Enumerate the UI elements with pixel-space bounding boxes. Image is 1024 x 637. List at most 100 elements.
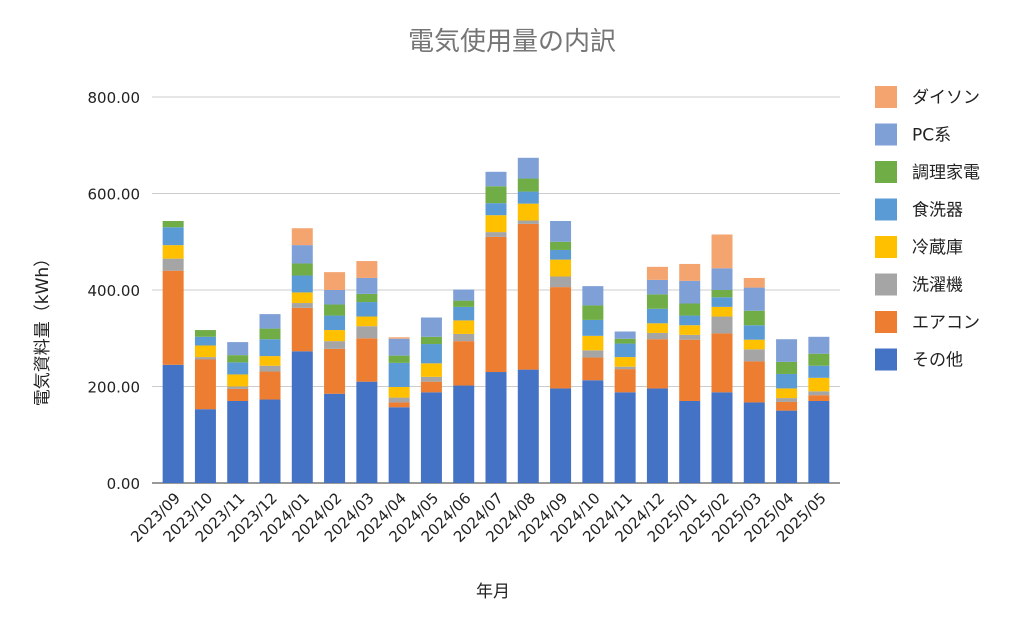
bar-segment [420,336,442,345]
bar-segment [420,392,442,483]
bar-segment [711,306,733,317]
legend-label: 洗濯機 [912,276,963,296]
bar-segment [646,279,668,295]
bar-segment [679,400,701,483]
bar-segment [388,338,410,356]
bar-segment [743,402,765,483]
bar-segment [646,388,668,483]
bar-segment [259,399,281,483]
y-tick-label: 400.00 [88,282,141,300]
bar-segment [388,402,410,408]
bar-segment [614,331,636,339]
bar-segment [388,337,410,339]
bar-segment [517,223,539,370]
bar-segment [324,272,346,290]
legend-swatch [875,311,897,333]
bar-segment [646,308,668,324]
bar-segment [776,361,798,374]
bar-segment [194,357,216,360]
bar-segment [194,409,216,483]
legend-label: エアコン [912,313,980,333]
bar-segment [356,326,378,339]
bar-segment [324,341,346,349]
bar-segment [711,392,733,483]
bar-segment [679,339,701,401]
bar-segment [582,305,604,320]
bar-segment [776,401,798,411]
bar-segment [194,359,216,410]
bar-segment [743,339,765,350]
bar-segment [517,178,539,192]
bar-segment [420,363,442,377]
bar-segment [485,236,507,373]
bar-segment [324,348,346,394]
bar-segment [388,386,410,398]
bar-segment [356,316,378,327]
bar-segment [356,293,378,303]
bar-segment [227,342,249,356]
bar-segment [291,263,313,276]
bar-segment [324,330,346,342]
bar-segment [227,400,249,483]
legend-swatch [875,236,897,258]
bar-segment [227,355,249,363]
bar-segment [420,381,442,393]
bar-segment [711,290,733,298]
y-tick-label: 0.00 [107,475,140,493]
bar-segment [646,266,668,280]
bar-segment [646,339,668,389]
bar-segment [259,371,281,400]
bar-segment [550,249,572,260]
bar-segment [582,286,604,306]
bar-segment [711,268,733,290]
bar-segment [388,407,410,483]
bar-segment [808,391,830,396]
y-tick-label: 800.00 [88,89,141,107]
bar-segment [776,373,798,389]
bar-segment [453,289,475,301]
bar-segment [743,277,765,288]
legend-label: PC系 [912,126,951,146]
bar-segment [420,317,442,337]
bar-segment [356,261,378,278]
bar-segment [614,338,636,344]
y-tick-label: 600.00 [88,186,141,204]
y-axis-label: 電気資料量（kWh） [33,250,53,406]
bar-segment [259,314,281,329]
bar-segment [582,319,604,336]
bar-segment [420,344,442,364]
bar-segment [227,386,249,389]
bar-segment [485,171,507,187]
bar-segment [517,157,539,179]
bar-segment [711,333,733,393]
bar-segment [453,300,475,307]
bar-segment [517,191,539,204]
bar-segment [679,325,701,335]
bar-segment [517,220,539,224]
bar-segment [162,227,184,246]
bar-segment [227,388,249,401]
bars [162,157,830,483]
bar-segment [291,228,313,246]
bar-segment [711,297,733,307]
bar-segment [808,400,830,483]
bar-segment [291,351,313,483]
legend-swatch [875,86,897,108]
bar-segment [776,398,798,402]
legend-label: ダイソン [912,88,980,108]
bar-segment [743,349,765,362]
bar-segment [582,335,604,351]
bar-segment [291,292,313,304]
legend-swatch [875,348,897,371]
bar-segment [614,369,636,393]
bar-segment [776,410,798,483]
bar-segment [291,307,313,352]
bar-segment [550,287,572,389]
bar-segment [614,357,636,367]
bar-segment [259,356,281,366]
bar-segment [679,303,701,316]
x-axis-tick-labels: 2023/092023/102023/112023/122024/012024/… [127,489,830,546]
legend-swatch [875,198,897,221]
bar-segment [517,203,539,221]
bar-segment [194,330,216,337]
